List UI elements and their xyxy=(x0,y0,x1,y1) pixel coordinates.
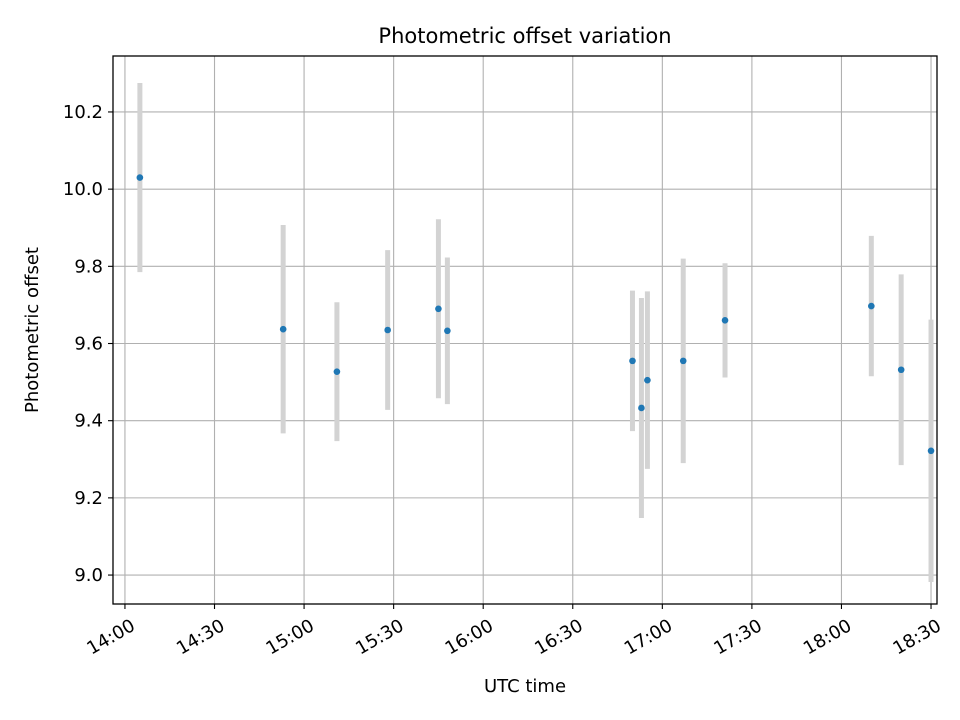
y-tick-label: 9.2 xyxy=(74,488,103,509)
data-point xyxy=(384,326,391,334)
plot-area xyxy=(113,56,937,604)
data-point xyxy=(444,327,451,335)
chart-title: Photometric offset variation xyxy=(378,24,671,48)
data-point xyxy=(279,325,287,333)
data-point xyxy=(644,376,651,384)
data-point xyxy=(721,317,729,324)
x-axis-label: UTC time xyxy=(484,676,566,697)
data-point xyxy=(868,302,875,310)
y-tick-label: 10.2 xyxy=(63,102,103,123)
y-tick-label: 9.6 xyxy=(74,334,103,355)
data-point xyxy=(927,447,935,455)
y-tick-label: 9.8 xyxy=(74,256,103,277)
y-tick-label: 9.4 xyxy=(74,411,103,432)
data-point xyxy=(435,305,442,313)
data-point xyxy=(333,368,341,375)
y-tick-label: 9.0 xyxy=(74,565,103,586)
data-point xyxy=(679,357,687,365)
y-tick-label: 10.0 xyxy=(63,179,103,200)
y-axis-label: Photometric offset xyxy=(22,247,43,413)
data-point xyxy=(897,366,905,374)
data-point xyxy=(136,174,144,181)
data-point xyxy=(638,404,645,412)
plot-frame xyxy=(112,55,938,605)
data-point xyxy=(629,357,636,365)
markers xyxy=(136,174,935,455)
